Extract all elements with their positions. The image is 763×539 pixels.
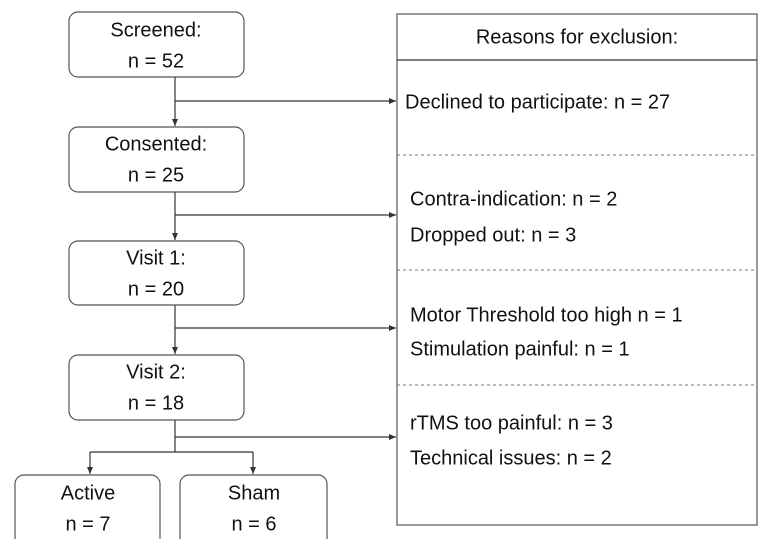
- exclusion-reason: rTMS too painful: n = 3: [410, 412, 613, 434]
- exclusion-reason: Dropped out: n = 3: [410, 224, 576, 246]
- node-box: [179, 474, 328, 539]
- exclusion-reason: Motor Threshold too high n = 1: [410, 304, 683, 326]
- node-title: Sham: [228, 482, 280, 504]
- node-box: [68, 126, 245, 193]
- exclusion-reason: Technical issues: n = 2: [410, 447, 612, 469]
- connectors: [87, 77, 396, 474]
- node-title: Screened:: [110, 19, 201, 41]
- node-title: Consented:: [105, 133, 207, 155]
- node-count: n = 20: [128, 278, 184, 300]
- node-title: Visit 2:: [126, 361, 186, 383]
- node-box: [68, 11, 245, 78]
- exclusion-reason: Declined to participate: n = 27: [405, 91, 670, 113]
- exclusion-reason: Stimulation painful: n = 1: [410, 338, 630, 360]
- node-title: Visit 1:: [126, 247, 186, 269]
- node-count: n = 25: [128, 164, 184, 186]
- node-box: [68, 240, 245, 306]
- exclusion-reason: Contra-indication: n = 2: [410, 188, 617, 210]
- node-count: n = 6: [231, 513, 276, 535]
- node-box: [14, 474, 161, 539]
- node-count: n = 7: [65, 513, 110, 535]
- node-count: n = 18: [128, 392, 184, 414]
- exclusion-title: Reasons for exclusion:: [476, 26, 678, 48]
- node-box: [68, 354, 245, 421]
- node-count: n = 52: [128, 50, 184, 72]
- node-title: Active: [61, 482, 115, 504]
